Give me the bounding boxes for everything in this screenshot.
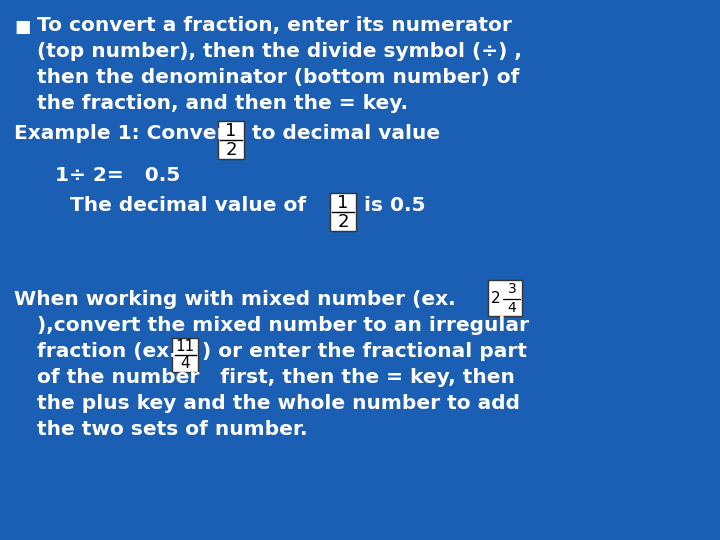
Text: ■: ■ (14, 18, 30, 36)
Text: ) or enter the fractional part: ) or enter the fractional part (202, 342, 527, 361)
Text: of the number   first, then the = key, then: of the number first, then the = key, the… (37, 368, 515, 387)
Text: the two sets of number.: the two sets of number. (37, 420, 307, 439)
FancyBboxPatch shape (172, 338, 198, 372)
Text: 1: 1 (225, 122, 237, 139)
Text: 4: 4 (180, 356, 190, 372)
FancyBboxPatch shape (218, 121, 244, 159)
Text: is 0.5: is 0.5 (364, 196, 426, 215)
FancyBboxPatch shape (488, 280, 522, 316)
Text: The decimal value of: The decimal value of (70, 196, 306, 215)
Text: then the denominator (bottom number) of: then the denominator (bottom number) of (37, 68, 519, 87)
Text: the plus key and the whole number to add: the plus key and the whole number to add (37, 394, 520, 413)
Text: To convert a fraction, enter its numerator: To convert a fraction, enter its numerat… (37, 16, 512, 35)
Text: 3: 3 (508, 282, 516, 296)
Text: 1÷ 2=   0.5: 1÷ 2= 0.5 (55, 166, 180, 185)
Text: (top number), then the divide symbol (÷) ,: (top number), then the divide symbol (÷)… (37, 42, 522, 61)
Text: When working with mixed number (ex.: When working with mixed number (ex. (14, 290, 456, 309)
Text: the fraction, and then the = key.: the fraction, and then the = key. (37, 94, 408, 113)
Text: 2: 2 (225, 141, 237, 159)
Text: 11: 11 (176, 339, 194, 354)
Text: Example 1: Convert: Example 1: Convert (14, 124, 236, 143)
Text: 1: 1 (337, 193, 348, 212)
Text: fraction (ex.: fraction (ex. (37, 342, 176, 361)
Text: 4: 4 (508, 301, 516, 315)
Text: 2: 2 (337, 213, 348, 231)
Text: 2: 2 (491, 291, 501, 306)
Text: to decimal value: to decimal value (252, 124, 440, 143)
FancyBboxPatch shape (330, 193, 356, 231)
Text: ),convert the mixed number to an irregular: ),convert the mixed number to an irregul… (37, 316, 529, 335)
